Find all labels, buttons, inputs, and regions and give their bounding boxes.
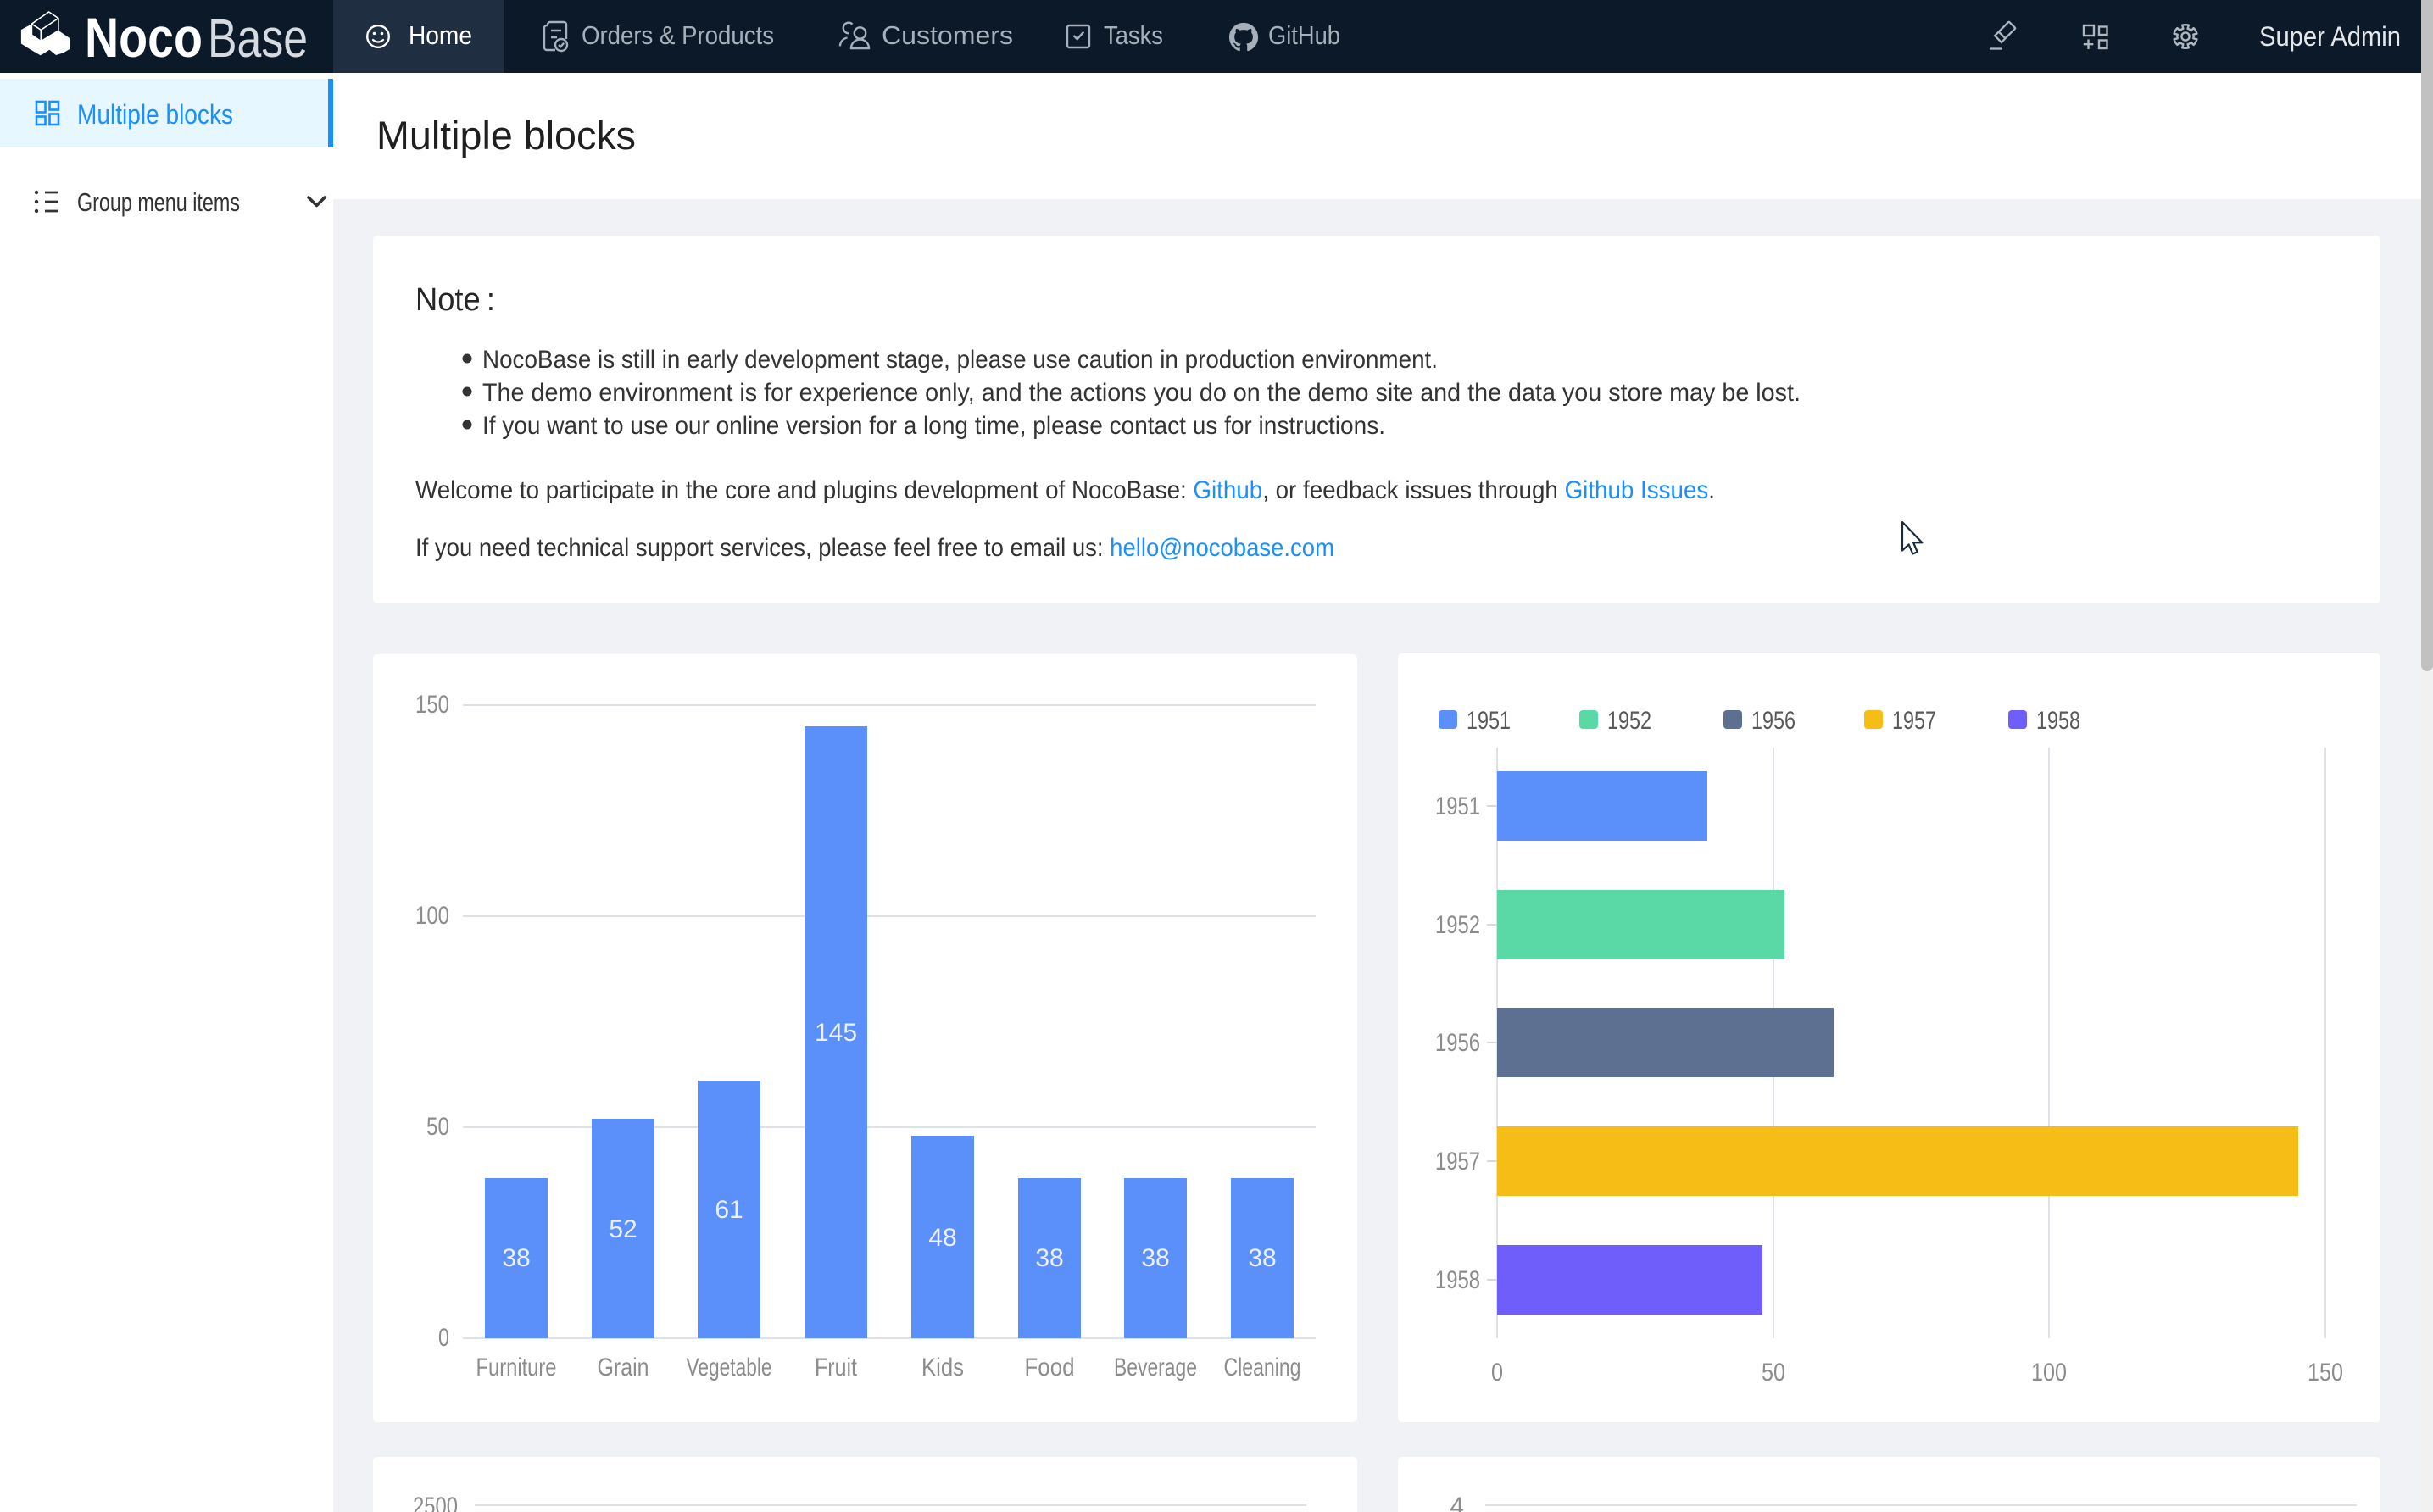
svg-text:1951: 1951 — [1435, 792, 1480, 820]
svg-text:61: 61 — [715, 1196, 743, 1224]
svg-text:1956: 1956 — [1751, 707, 1796, 735]
svg-text:Multiple blocks: Multiple blocks — [376, 113, 636, 158]
svg-text:If you need technical support: If you need technical support services, … — [415, 534, 1334, 562]
svg-text:Note :: Note : — [415, 282, 495, 318]
svg-text:2500: 2500 — [413, 1493, 458, 1512]
svg-text:Cleaning: Cleaning — [1224, 1354, 1301, 1381]
svg-text:Super Admin: Super Admin — [2259, 21, 2401, 52]
svg-text:If you want to use our online: If you want to use our online version fo… — [482, 412, 1385, 440]
svg-text:Vegetable: Vegetable — [687, 1354, 772, 1381]
svg-text:NocoBase is still in early dev: NocoBase is still in early development s… — [482, 346, 1438, 374]
svg-text:1952: 1952 — [1435, 911, 1480, 939]
svg-text:1957: 1957 — [1435, 1148, 1480, 1176]
svg-text:Customers: Customers — [882, 20, 1013, 50]
svg-text:100: 100 — [2031, 1359, 2067, 1387]
svg-text:1958: 1958 — [1435, 1266, 1480, 1294]
svg-text:Grain: Grain — [598, 1354, 649, 1381]
svg-text:1958: 1958 — [2036, 707, 2080, 735]
svg-text:1952: 1952 — [1607, 707, 1651, 735]
svg-text:100: 100 — [415, 902, 449, 930]
svg-text:The demo environment is for ex: The demo environment is for experience o… — [482, 379, 1801, 407]
svg-text:Base: Base — [208, 8, 308, 69]
svg-text:Noco: Noco — [85, 6, 203, 69]
svg-text:38: 38 — [1141, 1244, 1169, 1272]
svg-text:Group menu items: Group menu items — [77, 187, 240, 217]
svg-text:38: 38 — [1248, 1244, 1276, 1272]
svg-text:38: 38 — [502, 1244, 530, 1272]
svg-text:38: 38 — [1035, 1244, 1063, 1272]
svg-text:50: 50 — [426, 1113, 449, 1141]
svg-text:50: 50 — [1762, 1359, 1785, 1387]
svg-text:0: 0 — [438, 1324, 449, 1352]
svg-text:145: 145 — [815, 1019, 857, 1047]
svg-text:Food: Food — [1025, 1354, 1075, 1381]
svg-text:0: 0 — [1491, 1359, 1503, 1387]
svg-text:Tasks: Tasks — [1104, 20, 1163, 50]
svg-text:150: 150 — [415, 691, 449, 719]
svg-text:52: 52 — [609, 1215, 637, 1243]
svg-text:GitHub: GitHub — [1268, 20, 1340, 50]
svg-text:150: 150 — [2308, 1359, 2343, 1387]
svg-text:1951: 1951 — [1467, 707, 1511, 735]
svg-text:1957: 1957 — [1892, 707, 1936, 735]
svg-text:Beverage: Beverage — [1114, 1354, 1197, 1381]
svg-text:Welcome to participate in the: Welcome to participate in the core and p… — [415, 476, 1715, 504]
svg-text:Home: Home — [409, 20, 472, 50]
svg-text:48: 48 — [928, 1224, 956, 1252]
svg-text:Fruit: Fruit — [815, 1354, 858, 1381]
svg-text:Kids: Kids — [921, 1354, 964, 1381]
svg-text:4: 4 — [1450, 1493, 1464, 1512]
svg-text:Multiple blocks: Multiple blocks — [77, 99, 233, 130]
svg-text:1956: 1956 — [1435, 1029, 1480, 1057]
svg-text:Orders & Products: Orders & Products — [582, 20, 774, 50]
svg-text:Furniture: Furniture — [476, 1354, 557, 1381]
